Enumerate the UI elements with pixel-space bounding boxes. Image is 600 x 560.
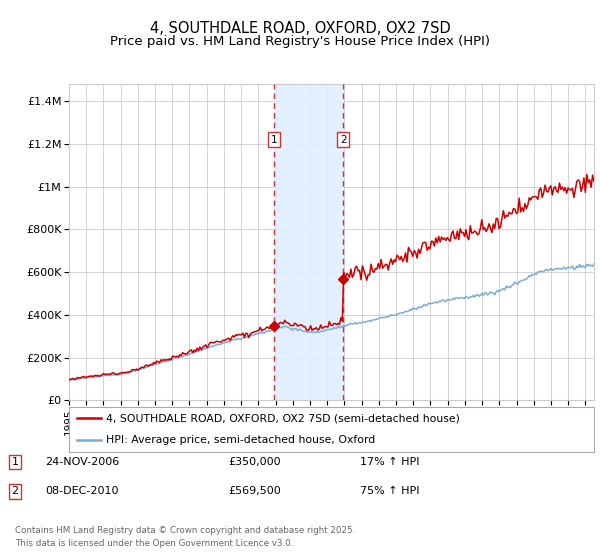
Text: 1: 1 [271, 134, 277, 144]
Text: £350,000: £350,000 [228, 457, 281, 467]
Text: 4, SOUTHDALE ROAD, OXFORD, OX2 7SD: 4, SOUTHDALE ROAD, OXFORD, OX2 7SD [149, 21, 451, 36]
Text: Price paid vs. HM Land Registry's House Price Index (HPI): Price paid vs. HM Land Registry's House … [110, 35, 490, 48]
Text: 17% ↑ HPI: 17% ↑ HPI [360, 457, 419, 467]
Text: 1: 1 [11, 457, 19, 467]
Text: 2: 2 [11, 486, 19, 496]
Bar [274, 84, 343, 400]
Text: Contains HM Land Registry data © Crown copyright and database right 2025.
This d: Contains HM Land Registry data © Crown c… [15, 526, 355, 548]
Text: 4, SOUTHDALE ROAD, OXFORD, OX2 7SD (semi-detached house): 4, SOUTHDALE ROAD, OXFORD, OX2 7SD (semi… [106, 413, 460, 423]
Text: 24-NOV-2006: 24-NOV-2006 [45, 457, 119, 467]
Text: 75% ↑ HPI: 75% ↑ HPI [360, 486, 419, 496]
Text: 2: 2 [340, 134, 347, 144]
Text: £569,500: £569,500 [228, 486, 281, 496]
Text: HPI: Average price, semi-detached house, Oxford: HPI: Average price, semi-detached house,… [106, 435, 375, 445]
Text: 08-DEC-2010: 08-DEC-2010 [45, 486, 119, 496]
